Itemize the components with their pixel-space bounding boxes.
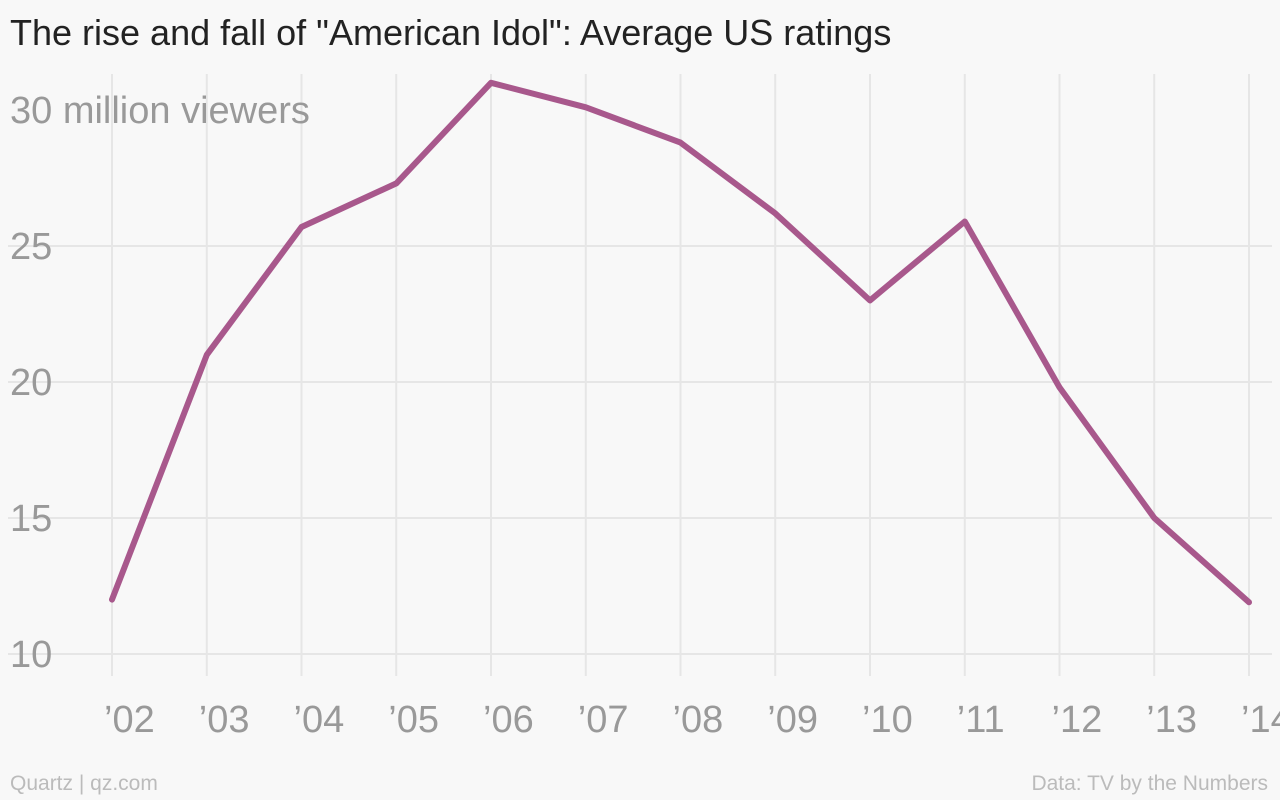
x-tick-label: ’09 — [767, 699, 818, 741]
x-tick-label: ’14 — [1241, 699, 1280, 741]
y-tick-label: 25 — [10, 226, 52, 268]
series-line — [109, 79, 1252, 606]
x-tick-label: ’11 — [957, 699, 1005, 741]
gridlines — [8, 74, 1272, 676]
axis-labels: 10 15 20 25 30 million viewers ’02 ’03 ’04 ’05 ’0… — [10, 90, 1280, 741]
x-tick-label: ’05 — [388, 699, 439, 741]
x-tick-label: ’10 — [862, 699, 913, 741]
x-tick-label: ’06 — [483, 699, 534, 741]
chart-title: The rise and fall of "American Idol": Av… — [10, 12, 892, 53]
y-tick-label: 15 — [10, 498, 52, 540]
y-tick-label-top: 30 million viewers — [10, 90, 310, 132]
x-tick-label: ’08 — [673, 699, 724, 741]
x-tick-label: ’12 — [1052, 699, 1103, 741]
y-tick-label: 20 — [10, 362, 52, 404]
series-layer — [109, 79, 1252, 606]
y-tick-label: 10 — [10, 634, 52, 676]
x-tick-label: ’02 — [104, 699, 155, 741]
footer-source: Data: TV by the Numbers — [1031, 772, 1268, 795]
x-tick-label: ’13 — [1146, 699, 1197, 741]
x-tick-label: ’03 — [199, 699, 250, 741]
footer-credit: Quartz | qz.com — [10, 772, 158, 795]
x-tick-label: ’04 — [294, 699, 345, 741]
x-tick-label: ’07 — [578, 699, 629, 741]
